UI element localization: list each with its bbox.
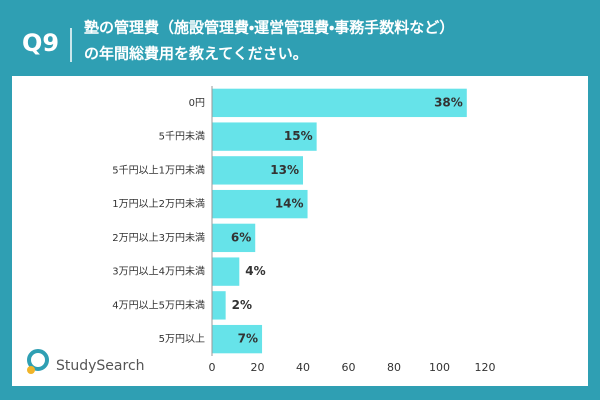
data-label: 15% — [284, 129, 313, 143]
data-label: 7% — [238, 332, 258, 346]
x-tick-label: 20 — [251, 361, 265, 374]
y-tick-label: 5万円以上 — [159, 333, 205, 345]
data-label: 38% — [434, 95, 463, 109]
y-tick-label: 4万円以上5万円未満 — [112, 299, 205, 311]
y-tick-label: 5千円以上1万円未満 — [112, 164, 205, 176]
bar — [212, 257, 240, 286]
bar — [212, 156, 303, 185]
bar — [212, 291, 226, 320]
x-tick-label: 40 — [296, 361, 310, 374]
x-tick-label: 0 — [209, 361, 216, 374]
chart-title: 塾の管理費（施設管理費・運営管理費・事務手数料など） — [84, 19, 454, 37]
y-tick-label: 3万円以上4万円未満 — [112, 266, 205, 278]
y-tick-label: 0円 — [189, 98, 205, 109]
logo: StudySearch — [27, 349, 145, 374]
data-label: 2% — [232, 298, 252, 312]
y-tick-label: 1万円以上2万円未満 — [112, 198, 205, 210]
bar — [212, 189, 308, 219]
question-number: Q9 — [22, 29, 59, 57]
y-tick-label: 5千円未満 — [159, 131, 205, 143]
y-tick-label: 2万円以上3万円未満 — [112, 232, 205, 244]
bar — [212, 223, 256, 253]
data-label: 6% — [231, 230, 251, 244]
data-label: 14% — [275, 197, 304, 211]
x-tick-label: 60 — [342, 361, 356, 374]
bar — [212, 122, 317, 151]
brand: StudySearch — [56, 358, 145, 374]
x-tick-label: 100 — [429, 361, 450, 374]
x-tick-label: 120 — [475, 361, 496, 374]
chart-title: の年間総費用を教えてください。 — [84, 45, 308, 63]
data-label: 4% — [245, 264, 265, 278]
bar — [212, 88, 467, 118]
logo-icon — [27, 349, 49, 371]
bar — [212, 324, 263, 354]
data-label: 13% — [270, 163, 299, 177]
x-tick-label: 80 — [387, 361, 401, 374]
logo-icon — [27, 366, 35, 374]
